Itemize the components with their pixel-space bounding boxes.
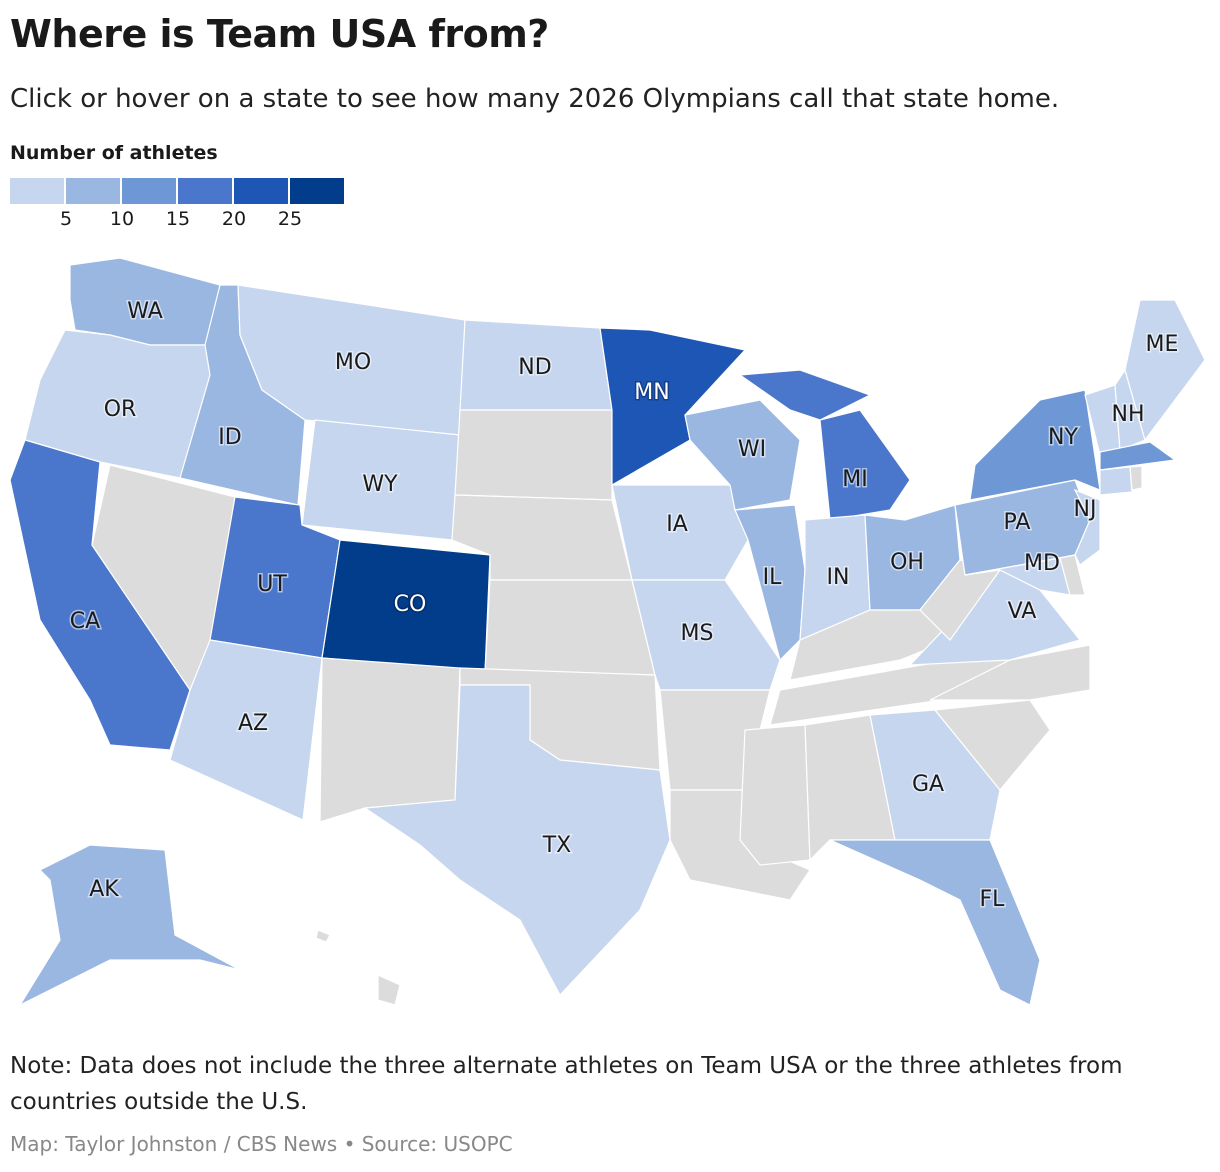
state-label: FL: [980, 887, 1006, 912]
state-label: AZ: [238, 711, 268, 736]
state-label: GA: [912, 772, 944, 797]
state-az[interactable]: [169, 639, 323, 821]
state-nc[interactable]: [929, 644, 1091, 701]
legend-tick: 20: [221, 208, 247, 230]
state-label: IL: [763, 565, 782, 590]
state-label: ME: [1146, 332, 1179, 357]
state-fl[interactable]: [829, 839, 1041, 1006]
state-mi[interactable]: [738, 369, 872, 421]
state-label: IN: [827, 565, 850, 590]
state-label: WI: [738, 437, 766, 462]
state-mi[interactable]: [819, 409, 911, 521]
state-label: MS: [681, 621, 714, 646]
legend-title: Number of athletes: [10, 142, 218, 164]
state-md[interactable]: [964, 557, 1071, 596]
state-ma[interactable]: [1099, 441, 1177, 471]
state-label: ND: [518, 355, 551, 380]
state-hi[interactable]: [315, 929, 331, 943]
legend-swatch: [122, 178, 176, 204]
state-label: MI: [842, 467, 867, 492]
state-ny[interactable]: [969, 389, 1101, 501]
us-map: WA OR CA ID MO WY UT CO AZ ND TX MN IA MS WI IL MI IN OH GA…: [9, 257, 1206, 1007]
state-ks[interactable]: [484, 579, 656, 676]
state-sd[interactable]: [454, 409, 613, 501]
state-hi[interactable]: [377, 974, 401, 1006]
legend-tick: 25: [277, 208, 303, 230]
state-ia[interactable]: [611, 484, 749, 581]
state-label: TX: [542, 833, 572, 858]
state-label: CO: [394, 592, 427, 617]
legend-swatch: [10, 178, 64, 204]
subtitle: Click or hover on a state to see how man…: [10, 84, 1060, 114]
state-ri[interactable]: [1129, 465, 1143, 491]
state-label: WA: [127, 299, 163, 324]
legend-swatch: [234, 178, 288, 204]
state-ms[interactable]: [739, 724, 811, 866]
state-label: ID: [218, 425, 241, 450]
page-title: Where is Team USA from?: [10, 12, 549, 56]
legend-swatch: [178, 178, 232, 204]
state-label: IA: [666, 512, 688, 537]
legend-tick: 15: [165, 208, 191, 230]
state-wi[interactable]: [684, 399, 801, 511]
state-label: MO: [335, 350, 371, 375]
state-de[interactable]: [1059, 554, 1086, 596]
state-label: NJ: [1074, 497, 1097, 522]
state-label: OH: [890, 550, 924, 575]
state-label: NH: [1112, 402, 1145, 427]
state-label: UT: [257, 572, 287, 597]
state-label: CA: [70, 609, 100, 634]
state-ca[interactable]: [9, 439, 191, 751]
state-label: AK: [89, 877, 119, 902]
legend-tick: 5: [59, 208, 73, 230]
state-label: WY: [362, 472, 398, 497]
state-sc[interactable]: [933, 699, 1051, 791]
state-label: MN: [634, 380, 669, 405]
credit-line: Map: Taylor Johnston / CBS News • Source…: [10, 1132, 513, 1156]
state-label: NY: [1048, 425, 1078, 450]
footnote: Note: Data does not include the three al…: [10, 1053, 1123, 1115]
state-label: VA: [1008, 599, 1037, 624]
legend-swatch: [66, 178, 120, 204]
state-tx[interactable]: [363, 684, 671, 997]
legend-tick: 10: [109, 208, 135, 230]
state-ct[interactable]: [1099, 466, 1133, 496]
state-nj[interactable]: [1073, 488, 1101, 566]
legend-ticks: 5 10 15 20 25: [10, 208, 350, 232]
state-label: MD: [1024, 551, 1060, 576]
state-ga[interactable]: [869, 709, 1001, 841]
state-nm[interactable]: [319, 657, 461, 823]
legend-swatch: [290, 178, 344, 204]
state-label: OR: [104, 397, 137, 422]
state-ak[interactable]: [18, 844, 241, 1007]
state-label: PA: [1004, 510, 1031, 535]
state-me[interactable]: [1124, 299, 1206, 442]
color-legend: [10, 178, 344, 204]
